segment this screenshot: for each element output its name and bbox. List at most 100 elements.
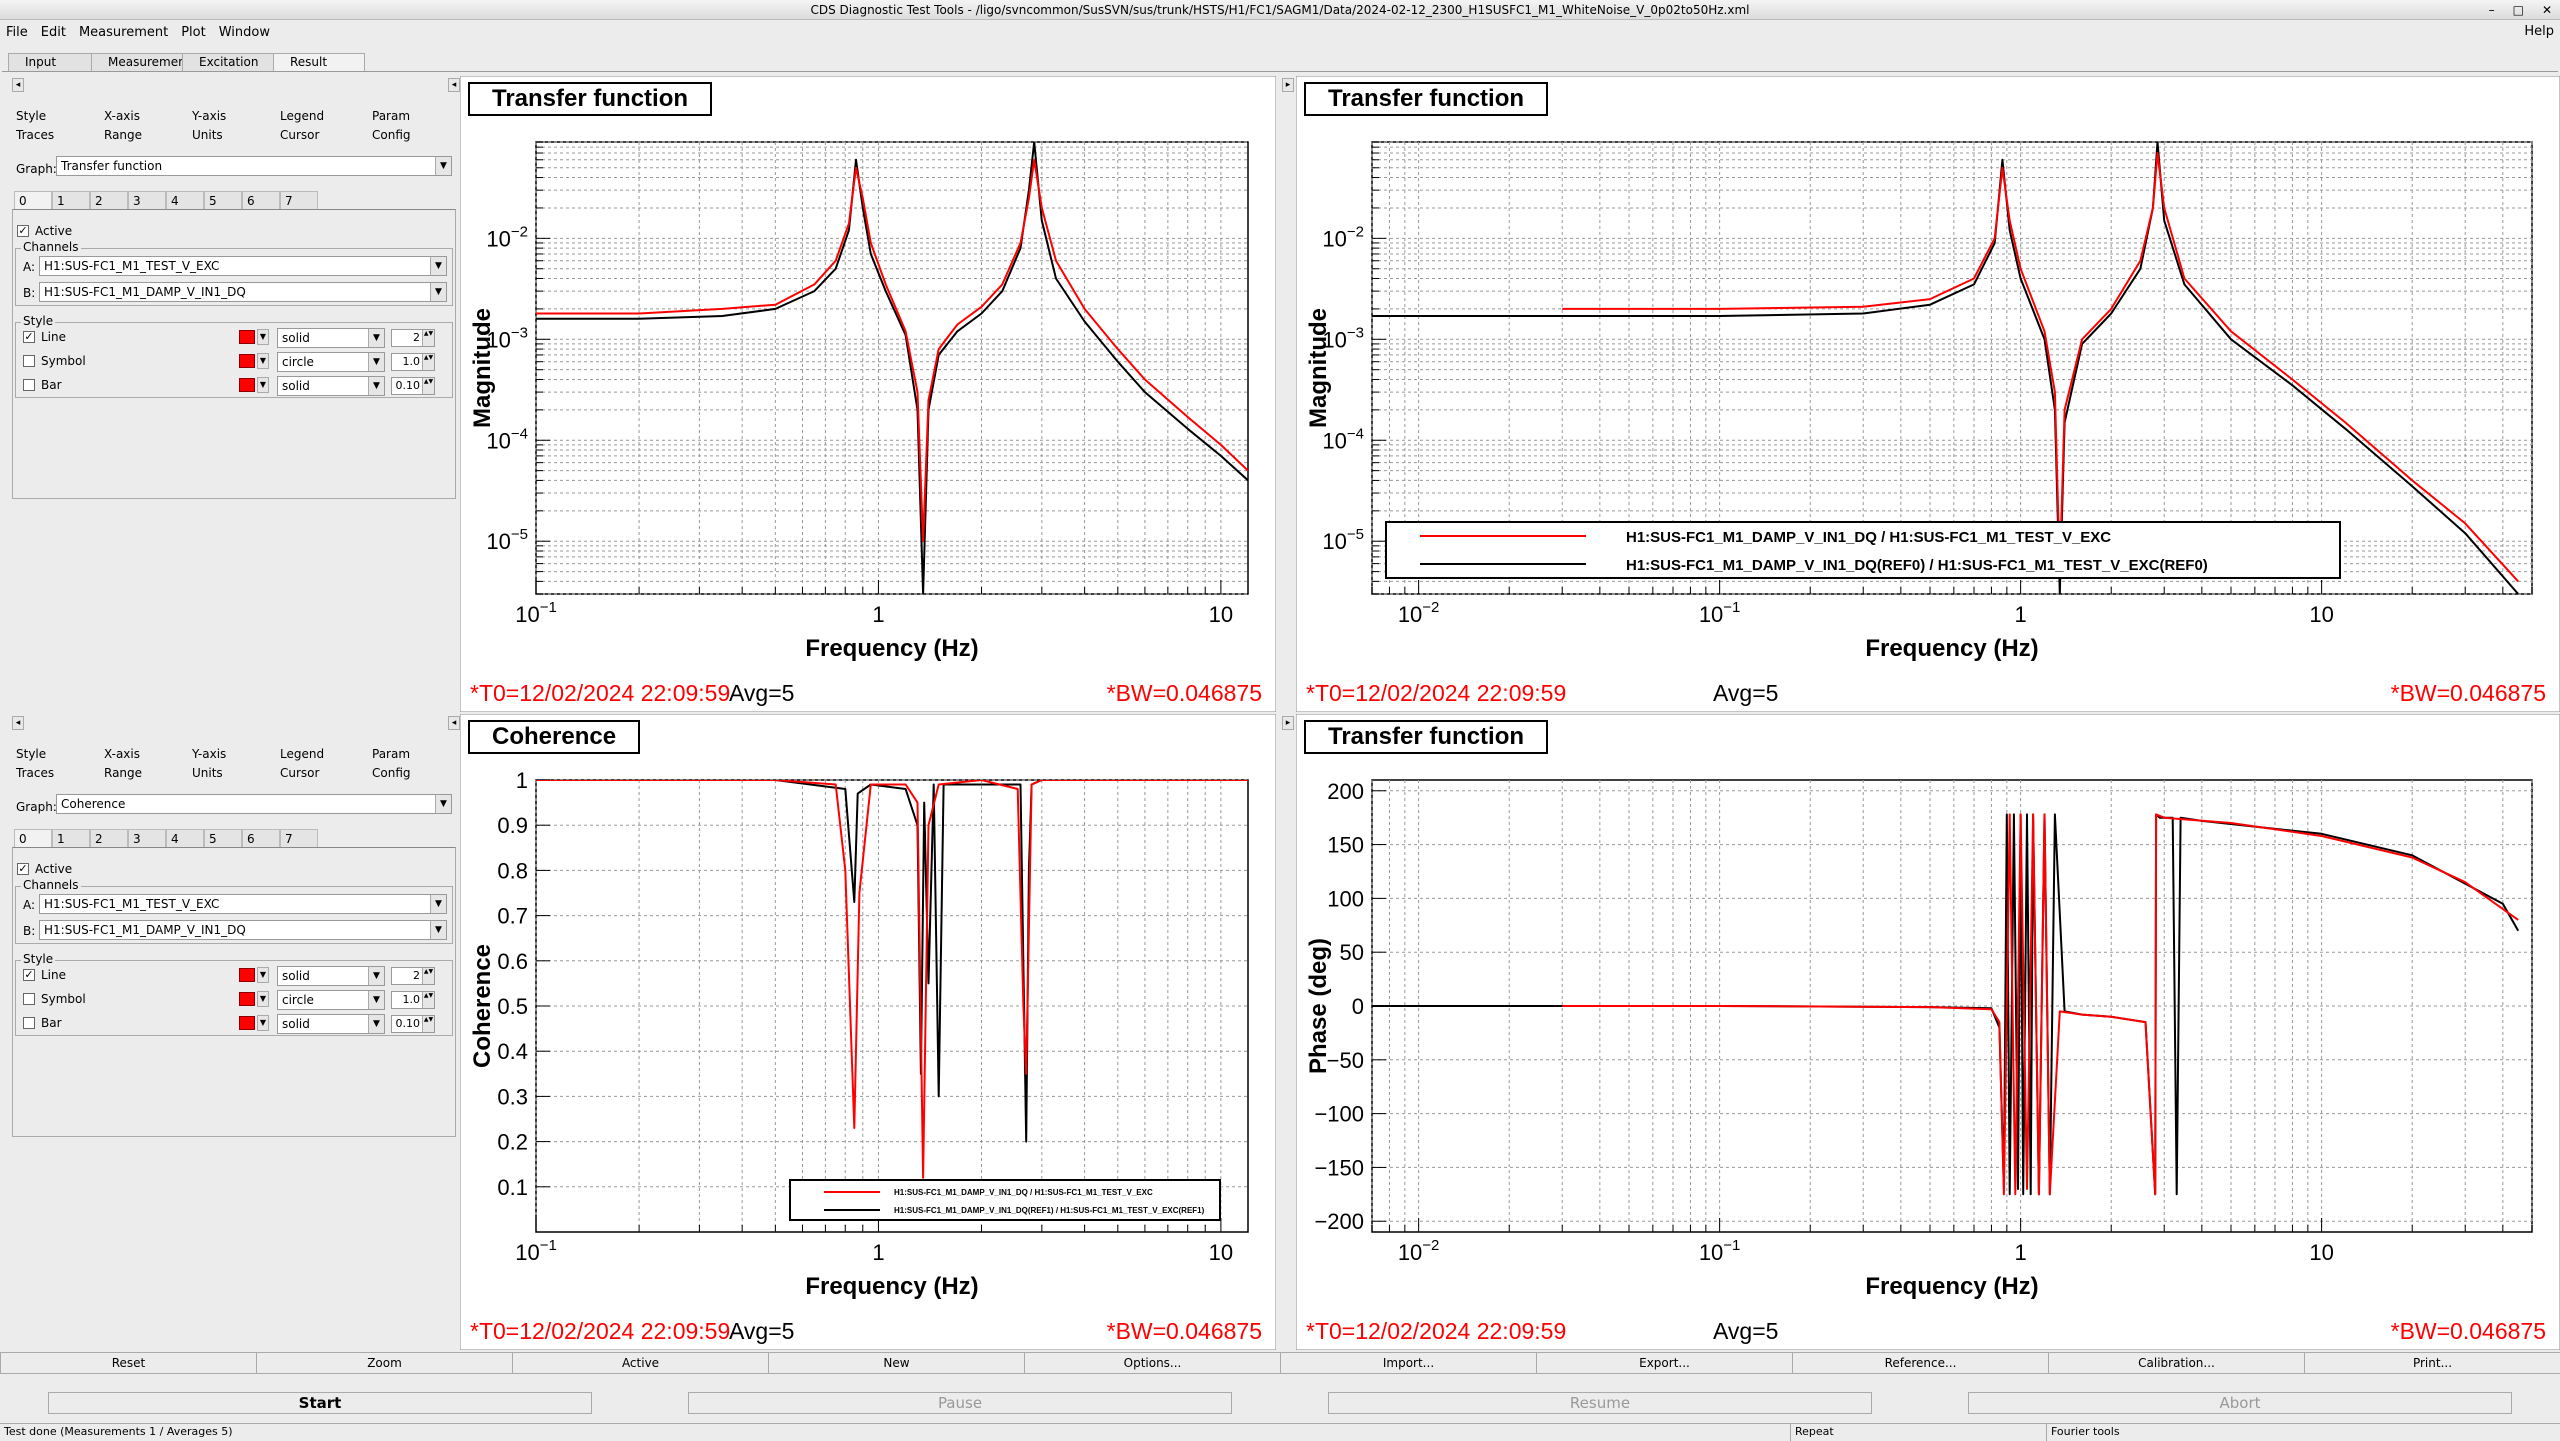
subtab-units[interactable]: Units <box>192 128 223 142</box>
channel-b-select[interactable]: H1:SUS-FC1_M1_DAMP_V_IN1_DQ▼ <box>39 920 447 940</box>
subtab-cursor[interactable]: Cursor <box>280 766 319 780</box>
style-line-checkbox[interactable]: ✓Line <box>23 968 66 982</box>
plot-pad-coherence[interactable]: 10−11100.10.20.30.40.50.60.70.80.91Frequ… <box>460 714 1276 1350</box>
subtab-y-axis[interactable]: Y-axis <box>192 747 226 761</box>
chevron-down-icon[interactable]: ▼ <box>257 377 269 393</box>
tab-result[interactable]: Result <box>273 53 365 72</box>
plot-pad-magnitude-1[interactable]: 10−111010−510−410−310−2Frequency (Hz)Mag… <box>460 76 1276 712</box>
trace-tab-0[interactable]: 0 <box>14 829 52 847</box>
trace-tab-1[interactable]: 1 <box>52 829 90 847</box>
pause-button[interactable]: Pause <box>688 1392 1232 1414</box>
trace-color-swatch[interactable] <box>239 1016 255 1030</box>
tab-measurement[interactable]: Measurement <box>91 53 183 71</box>
trace-tab-5[interactable]: 5 <box>204 191 242 209</box>
style-size-spinner[interactable]: 1.0▲▼ <box>391 353 435 371</box>
trace-tab-4[interactable]: 4 <box>166 191 204 209</box>
subtab-style[interactable]: Style <box>16 109 46 123</box>
subtab-x-axis[interactable]: X-axis <box>104 109 140 123</box>
chevron-down-icon[interactable]: ▼ <box>257 329 269 345</box>
menu-help[interactable]: Help <box>2524 24 2554 39</box>
trace-tab-2[interactable]: 2 <box>90 829 128 847</box>
subtab-cursor[interactable]: Cursor <box>280 128 319 142</box>
trace-color-swatch[interactable] <box>239 354 255 368</box>
menu-plot[interactable]: Plot <box>175 25 213 40</box>
subtab-range[interactable]: Range <box>104 766 142 780</box>
menu-window[interactable]: Window <box>213 25 277 40</box>
style-type-select[interactable]: circle▼ <box>277 990 385 1010</box>
active-button[interactable]: Active <box>512 1352 769 1374</box>
subtab-style[interactable]: Style <box>16 747 46 761</box>
active-checkbox[interactable]: ✓Active <box>17 224 72 238</box>
trace-color-swatch[interactable] <box>239 968 255 982</box>
style-size-spinner[interactable]: 1.0▲▼ <box>391 991 435 1009</box>
style-size-spinner[interactable]: 0.10▲▼ <box>391 1015 435 1033</box>
plot-pad-magnitude-2[interactable]: 10−210−111010−510−410−310−2Frequency (Hz… <box>1296 76 2560 712</box>
maximize-button[interactable]: □ <box>2513 0 2524 20</box>
trace-tab-0[interactable]: 0 <box>14 191 52 209</box>
menu-file[interactable]: File <box>0 25 35 40</box>
collapse-pad-button[interactable]: ◂ <box>448 716 460 730</box>
collapse-pad-button[interactable]: ▸ <box>1282 78 1294 92</box>
import-button[interactable]: Import... <box>1280 1352 1537 1374</box>
close-button[interactable]: ✕ <box>2542 0 2552 20</box>
style-size-spinner[interactable]: 2▲▼ <box>391 329 435 347</box>
subtab-param[interactable]: Param <box>372 747 410 761</box>
zoom-button[interactable]: Zoom <box>256 1352 513 1374</box>
collapse-panel-button[interactable]: ◂ <box>12 78 24 92</box>
subtab-x-axis[interactable]: X-axis <box>104 747 140 761</box>
style-type-select[interactable]: solid▼ <box>277 328 385 348</box>
plot-pad-phase[interactable]: 10−210−1110−200−150−100−50050100150200Fr… <box>1296 714 2560 1350</box>
trace-tab-7[interactable]: 7 <box>280 191 318 209</box>
trace-color-swatch[interactable] <box>239 992 255 1006</box>
style-type-select[interactable]: solid▼ <box>277 966 385 986</box>
subtab-config[interactable]: Config <box>372 128 411 142</box>
style-type-select[interactable]: solid▼ <box>277 1014 385 1034</box>
trace-tab-3[interactable]: 3 <box>128 191 166 209</box>
trace-color-swatch[interactable] <box>239 330 255 344</box>
style-symbol-checkbox[interactable]: Symbol <box>23 992 86 1006</box>
graph-select[interactable]: Coherence▼ <box>56 794 452 814</box>
subtab-config[interactable]: Config <box>372 766 411 780</box>
style-size-spinner[interactable]: 2▲▼ <box>391 967 435 985</box>
channel-a-select[interactable]: H1:SUS-FC1_M1_TEST_V_EXC▼ <box>39 894 447 914</box>
menu-measurement[interactable]: Measurement <box>73 25 175 40</box>
trace-tab-3[interactable]: 3 <box>128 829 166 847</box>
trace-tab-5[interactable]: 5 <box>204 829 242 847</box>
subtab-units[interactable]: Units <box>192 766 223 780</box>
style-size-spinner[interactable]: 0.10▲▼ <box>391 377 435 395</box>
tab-excitation[interactable]: Excitation <box>182 53 274 71</box>
subtab-y-axis[interactable]: Y-axis <box>192 109 226 123</box>
subtab-legend[interactable]: Legend <box>280 747 324 761</box>
style-line-checkbox[interactable]: ✓Line <box>23 330 66 344</box>
subtab-range[interactable]: Range <box>104 128 142 142</box>
abort-button[interactable]: Abort <box>1968 1392 2512 1414</box>
reference-button[interactable]: Reference... <box>1792 1352 2049 1374</box>
subtab-param[interactable]: Param <box>372 109 410 123</box>
channel-a-select[interactable]: H1:SUS-FC1_M1_TEST_V_EXC▼ <box>39 256 447 276</box>
style-type-select[interactable]: solid▼ <box>277 376 385 396</box>
collapse-panel-button[interactable]: ◂ <box>12 716 24 730</box>
subtab-traces[interactable]: Traces <box>16 766 54 780</box>
style-type-select[interactable]: circle▼ <box>277 352 385 372</box>
collapse-pad-button[interactable]: ◂ <box>448 78 460 92</box>
subtab-traces[interactable]: Traces <box>16 128 54 142</box>
trace-tab-2[interactable]: 2 <box>90 191 128 209</box>
collapse-pad-button[interactable]: ▸ <box>1282 716 1294 730</box>
trace-tab-7[interactable]: 7 <box>280 829 318 847</box>
reset-button[interactable]: Reset <box>0 1352 257 1374</box>
channel-b-select[interactable]: H1:SUS-FC1_M1_DAMP_V_IN1_DQ▼ <box>39 282 447 302</box>
subtab-legend[interactable]: Legend <box>280 109 324 123</box>
trace-color-swatch[interactable] <box>239 378 255 392</box>
tab-input[interactable]: Input <box>8 53 92 71</box>
print-button[interactable]: Print... <box>2304 1352 2560 1374</box>
start-button[interactable]: Start <box>48 1392 592 1414</box>
graph-select[interactable]: Transfer function▼ <box>56 156 452 176</box>
trace-tab-6[interactable]: 6 <box>242 829 280 847</box>
active-checkbox[interactable]: ✓Active <box>17 862 72 876</box>
minimize-button[interactable]: – <box>2489 0 2495 20</box>
chevron-down-icon[interactable]: ▼ <box>257 967 269 983</box>
style-symbol-checkbox[interactable]: Symbol <box>23 354 86 368</box>
style-bar-checkbox[interactable]: Bar <box>23 1016 62 1030</box>
options-button[interactable]: Options... <box>1024 1352 1281 1374</box>
chevron-down-icon[interactable]: ▼ <box>257 991 269 1007</box>
